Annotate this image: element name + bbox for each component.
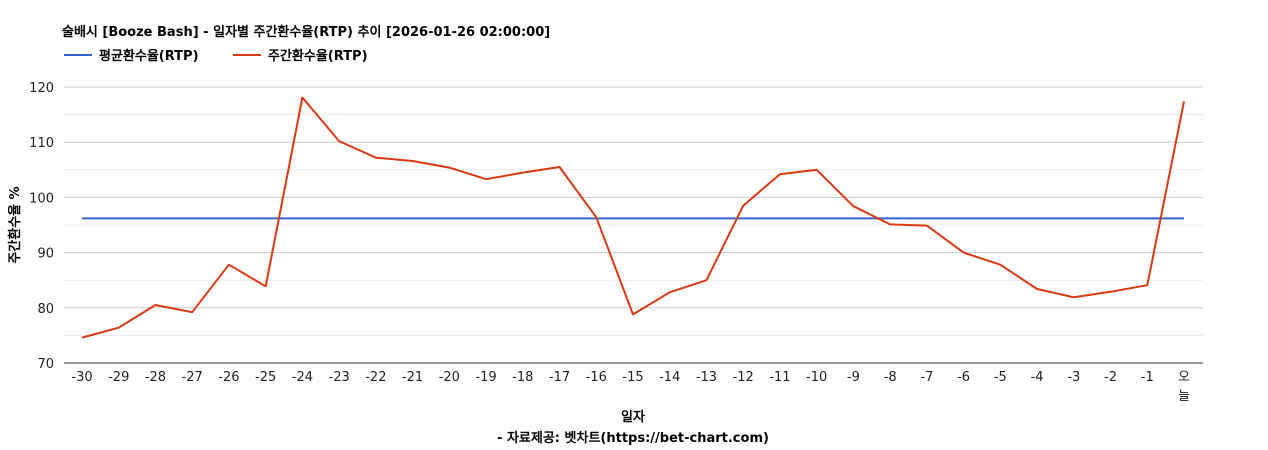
series-line-weekly-rtp [81, 96, 1185, 339]
x-tick-label: -17 [549, 370, 570, 385]
x-tick-label: -19 [475, 370, 496, 385]
x-tick-label: -15 [622, 370, 643, 385]
x-tick-label: -2 [1104, 370, 1117, 385]
y-tick-label: 100 [29, 191, 54, 206]
x-tick-label: -14 [659, 370, 680, 385]
legend: 평균환수율(RTP) 주간환수율(RTP) [64, 48, 368, 64]
x-tick-label: -10 [806, 370, 827, 385]
y-tick-label: 120 [29, 81, 54, 96]
x-tick-label: -20 [439, 370, 460, 385]
x-tick-label: -9 [847, 370, 860, 385]
gridlines [64, 86, 1203, 364]
x-tick-label: -18 [512, 370, 533, 385]
x-tick-label: -12 [733, 370, 754, 385]
series-lines [81, 96, 1185, 339]
x-tick-label: -30 [71, 370, 92, 385]
x-tick-label: -8 [884, 370, 897, 385]
x-tick-label: -5 [994, 370, 1007, 385]
data-source-note: - 자료제공: 벳차트(https://bet-chart.com) [497, 430, 769, 446]
legend-label-average-rtp: 평균환수율(RTP) [99, 48, 199, 64]
x-axis-ticks: -30 -29 -28 -27 -26 -25 -24 -23 -22 -21 -20 -19 -18 -… [71, 370, 1190, 404]
x-tick-label: -29 [108, 370, 129, 385]
x-tick-label: -26 [218, 370, 239, 385]
x-tick-label: -4 [1031, 370, 1044, 385]
x-tick-label: -16 [586, 370, 607, 385]
x-tick-label: -23 [329, 370, 350, 385]
x-tick-label: -25 [255, 370, 276, 385]
x-axis-title: 일자 [621, 410, 645, 425]
y-axis-ticks: 70 80 90 100 110 120 [29, 81, 54, 372]
x-tick-label: -24 [292, 370, 313, 385]
x-tick-label: -21 [402, 370, 423, 385]
x-tick-label: -6 [957, 370, 970, 385]
x-tick-label: -13 [696, 370, 717, 385]
x-tick-label: -27 [182, 370, 203, 385]
y-tick-label: 110 [29, 136, 54, 151]
x-tick-label: -11 [769, 370, 790, 385]
y-tick-label: 70 [37, 357, 54, 372]
x-tick-label: -7 [920, 370, 933, 385]
x-tick-label: -3 [1067, 370, 1080, 385]
x-tick-label: -1 [1141, 370, 1154, 385]
y-axis-title: 주간환수율 % [7, 186, 23, 263]
y-tick-label: 80 [37, 302, 54, 317]
y-tick-label: 90 [37, 247, 54, 262]
legend-label-weekly-rtp: 주간환수율(RTP) [268, 48, 368, 64]
x-tick-label: -28 [145, 370, 166, 385]
chart-title: 술배시 [Booze Bash] - 일자별 주간환수율(RTP) 추이 [20… [62, 24, 550, 40]
x-tick-label: -22 [365, 370, 386, 385]
